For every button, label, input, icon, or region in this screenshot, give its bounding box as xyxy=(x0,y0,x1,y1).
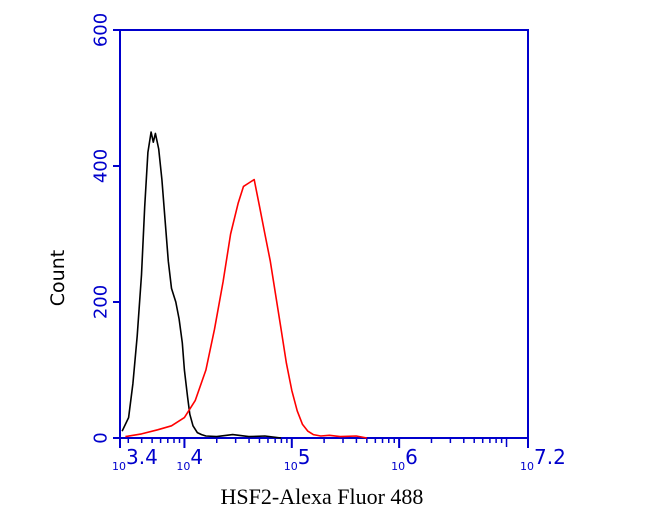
histogram-series-1 xyxy=(121,131,282,439)
histogram-series-2 xyxy=(125,178,368,439)
x-tick-label: 106 xyxy=(391,445,418,473)
series-layer xyxy=(121,131,368,439)
y-tick-label: 400 xyxy=(90,149,111,183)
x-tick-label: 105 xyxy=(284,445,311,473)
x-axis-label: HSF2-Alexa Fluor 488 xyxy=(221,484,424,509)
plot-frame xyxy=(119,29,529,439)
x-tick-label: 107.2 xyxy=(520,445,566,473)
y-tick-label: 600 xyxy=(90,13,111,47)
x-tick-label: 103.4 xyxy=(112,445,158,473)
x-axis-ticks: 103.4 104 105 106 107.2 xyxy=(112,438,566,473)
y-axis-label: Count xyxy=(47,250,69,306)
y-tick-label: 200 xyxy=(90,285,111,319)
y-tick-label: 0 xyxy=(90,432,111,443)
x-tick-label: 104 xyxy=(176,445,203,473)
y-axis-ticks: 0 200 400 600 xyxy=(90,13,120,444)
